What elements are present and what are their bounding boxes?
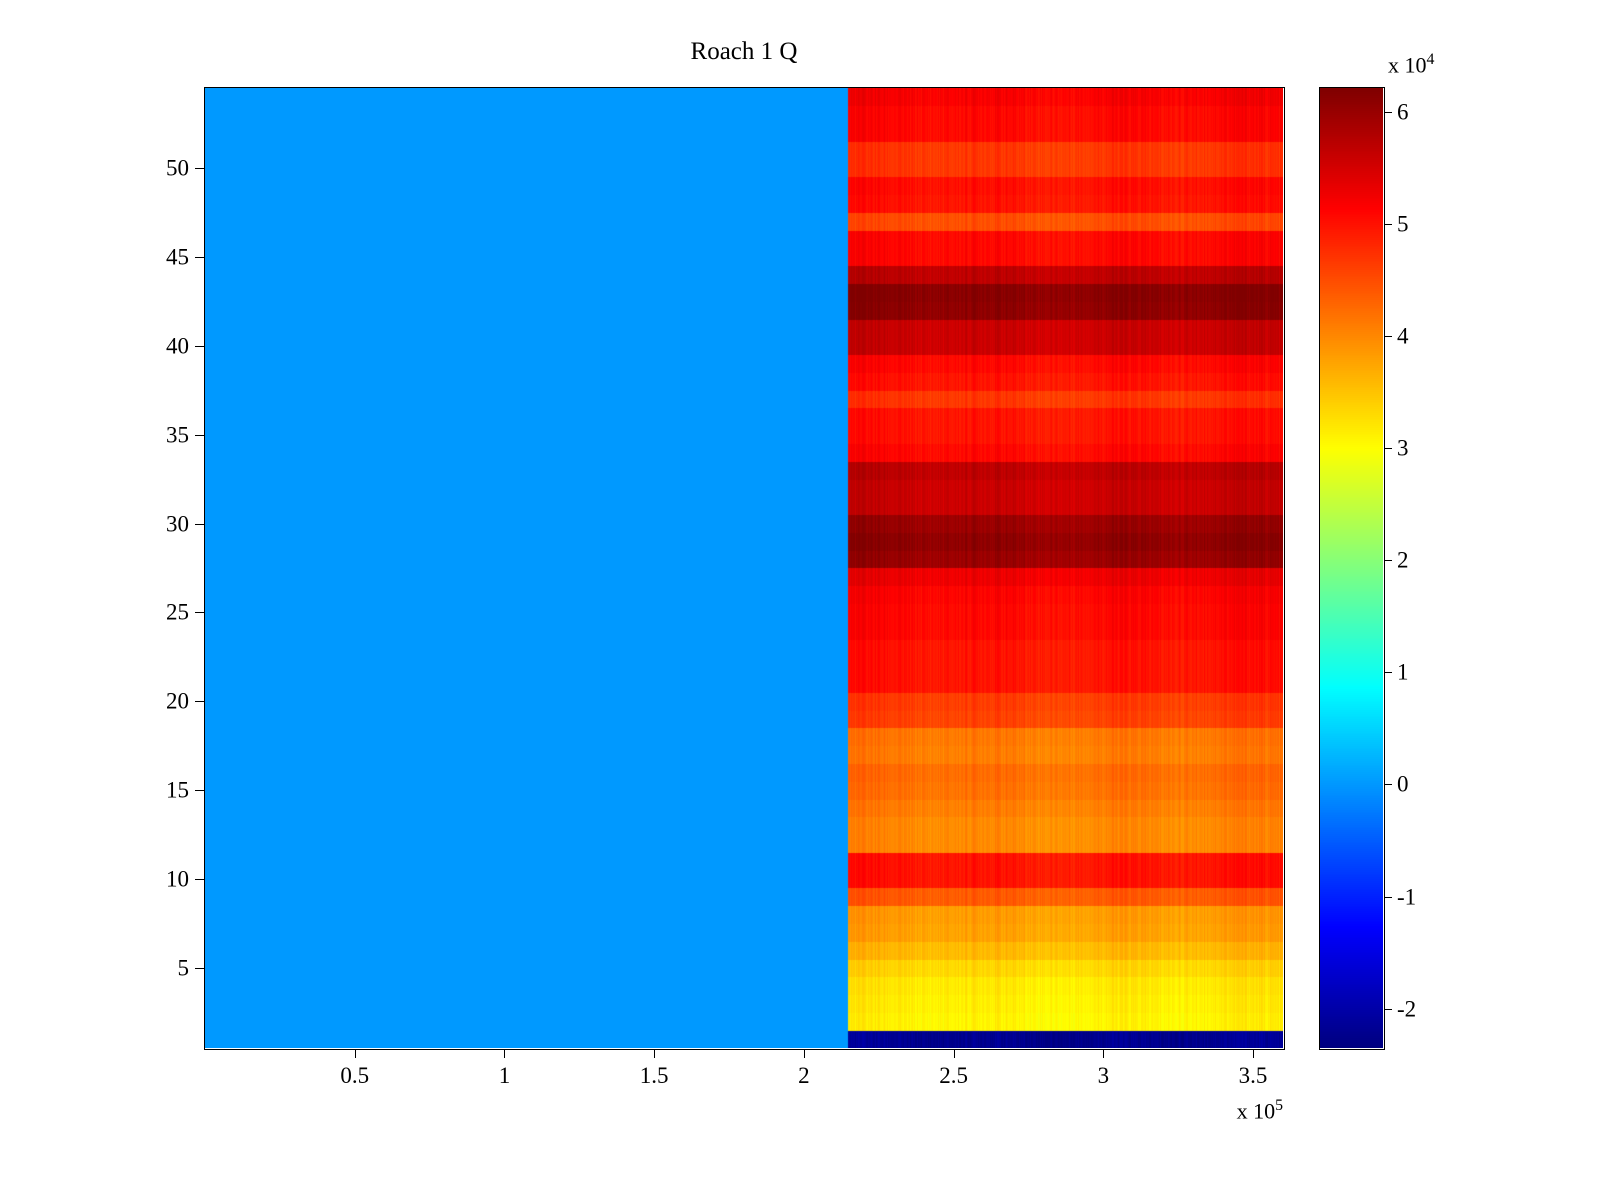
colorbar-tick-label: 4 [1397, 323, 1409, 349]
x-axis-exponent-prefix: x 10 [1236, 1098, 1276, 1124]
y-axis-tick [195, 701, 204, 703]
y-axis-tick [195, 345, 204, 347]
x-tick-label: 1.5 [639, 1063, 669, 1088]
x-axis-tick [504, 1049, 506, 1058]
y-tick-label: 5 [177, 955, 190, 981]
y-tick-label: 10 [166, 866, 189, 892]
x-axis-tick [354, 1049, 356, 1058]
heatmap-canvas [205, 88, 1283, 1048]
y-axis-tick [195, 434, 204, 436]
colorbar-exponent-label: x 104 [1388, 52, 1434, 76]
x-axis-tick [654, 1049, 656, 1058]
x-tick-label: 0.5 [340, 1063, 370, 1088]
y-tick-label: 35 [166, 422, 189, 448]
x-axis-exponent-label: x 105 [1158, 1098, 1283, 1122]
colorbar-tick-label: 3 [1397, 435, 1409, 461]
colorbar-tick [1384, 1008, 1392, 1010]
chart-title: Roach 1 Q [690, 38, 798, 65]
colorbar-exponent-power: 4 [1426, 51, 1435, 68]
y-axis-tick [195, 168, 204, 169]
y-tick-label: 20 [166, 688, 189, 714]
y-axis-tick [195, 790, 204, 792]
y-tick-label: 40 [166, 333, 189, 359]
x-axis-tick [1253, 1049, 1255, 1058]
y-tick-label: 50 [166, 155, 189, 181]
y-tick-label: 45 [166, 244, 189, 270]
colorbar-tick-label: -2 [1397, 996, 1417, 1022]
y-axis-tick [195, 523, 204, 525]
colorbar-tick-label: -1 [1397, 884, 1417, 910]
x-tick-label: 3 [1097, 1063, 1110, 1088]
x-tick-label: 2 [798, 1063, 810, 1088]
colorbar-tick-label: 6 [1397, 99, 1409, 125]
x-axis-tick [1103, 1049, 1105, 1058]
x-tick-label: 1 [498, 1063, 511, 1088]
colorbar-tick-label: 5 [1397, 211, 1409, 237]
x-tick-label: 3.5 [1238, 1063, 1268, 1088]
colorbar-tick [1384, 784, 1392, 786]
x-axis-exponent-power: 5 [1275, 1097, 1283, 1114]
colorbar-tick [1384, 223, 1392, 225]
colorbar-tick-label: 0 [1397, 771, 1409, 797]
x-axis-tick [953, 1049, 955, 1058]
y-tick-label: 15 [166, 777, 189, 803]
colorbar-tick-label: 2 [1397, 547, 1409, 573]
colorbar-tick [1384, 111, 1392, 113]
colorbar-exponent-prefix: x 10 [1388, 52, 1427, 78]
y-tick-label: 30 [166, 511, 189, 537]
colorbar-tick [1384, 896, 1392, 898]
x-axis-tick [803, 1049, 805, 1058]
colorbar-tick [1384, 672, 1392, 674]
colorbar-canvas [1320, 88, 1383, 1048]
y-axis-tick [195, 968, 204, 969]
colorbar-tick [1384, 335, 1392, 337]
y-tick-label: 25 [166, 599, 189, 625]
y-axis-tick [195, 879, 204, 881]
y-axis-tick [195, 612, 204, 614]
y-axis-tick [195, 256, 204, 258]
colorbar-tick [1384, 560, 1392, 562]
colorbar-tick-label: 1 [1397, 659, 1409, 685]
colorbar-tick [1384, 448, 1392, 449]
x-tick-label: 2.5 [939, 1063, 968, 1088]
